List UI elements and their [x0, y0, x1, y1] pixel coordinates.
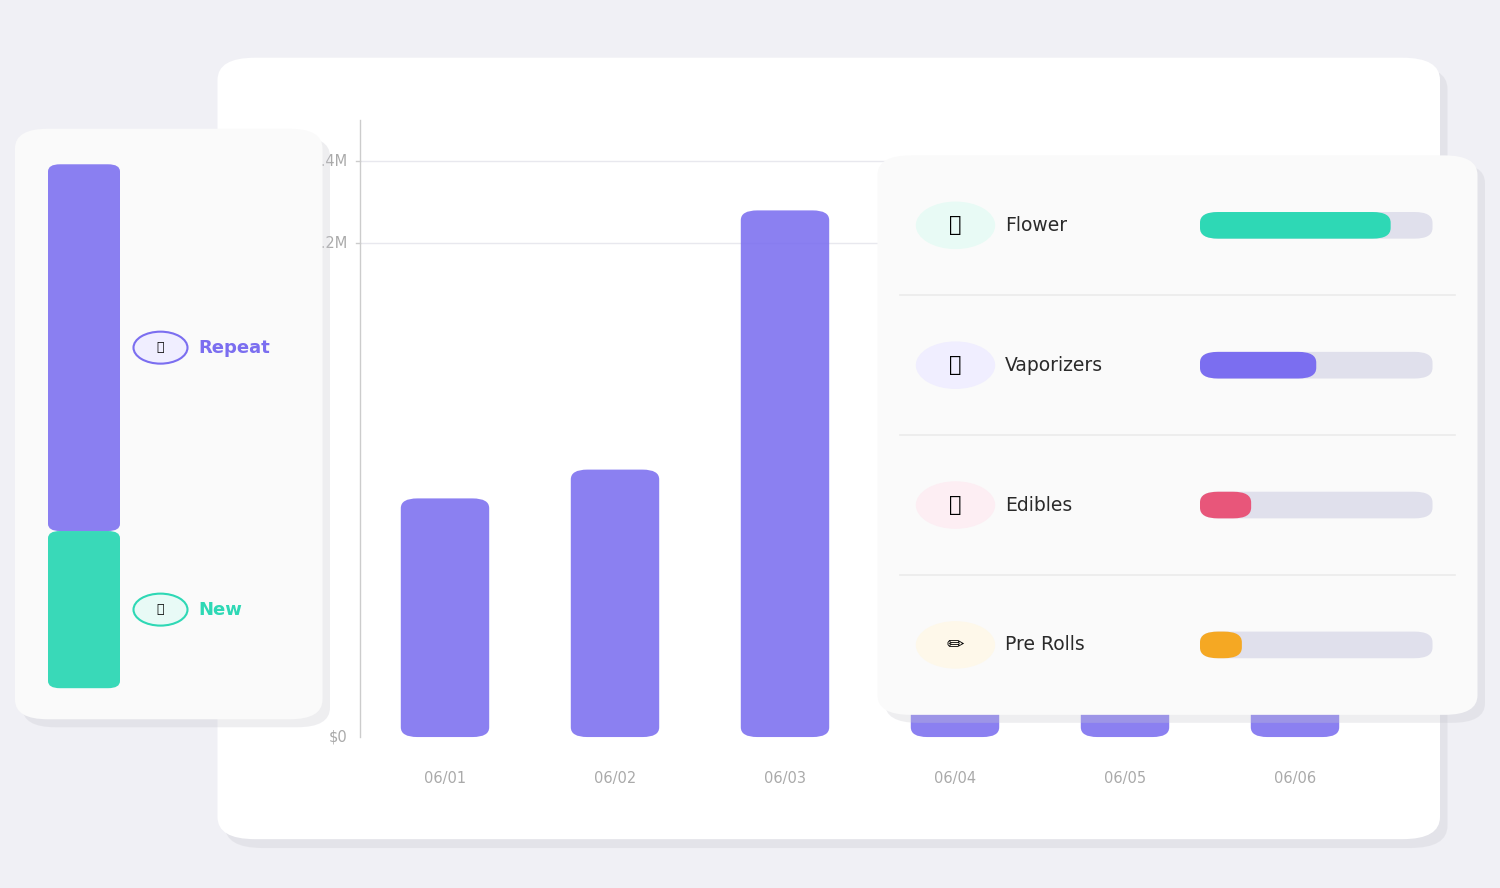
FancyBboxPatch shape	[217, 58, 1440, 839]
Text: 📦: 📦	[950, 495, 962, 515]
FancyBboxPatch shape	[48, 531, 120, 688]
FancyBboxPatch shape	[1200, 492, 1432, 519]
FancyBboxPatch shape	[1200, 492, 1251, 519]
Circle shape	[916, 622, 995, 668]
FancyBboxPatch shape	[572, 470, 658, 737]
Text: New: New	[198, 600, 242, 619]
Text: 06/04: 06/04	[934, 771, 976, 786]
FancyBboxPatch shape	[225, 67, 1448, 848]
FancyBboxPatch shape	[1200, 631, 1242, 658]
Text: 06/01: 06/01	[424, 771, 466, 786]
Text: 👤: 👤	[158, 603, 165, 616]
Text: 06/05: 06/05	[1104, 771, 1146, 786]
FancyBboxPatch shape	[1082, 622, 1168, 737]
FancyBboxPatch shape	[1200, 352, 1432, 378]
FancyBboxPatch shape	[1200, 212, 1432, 239]
Circle shape	[916, 202, 995, 249]
Text: $1.4M: $1.4M	[303, 154, 348, 169]
FancyBboxPatch shape	[910, 317, 999, 737]
Circle shape	[134, 332, 188, 364]
Text: $0: $0	[330, 730, 348, 744]
Text: Edibles: Edibles	[1005, 496, 1072, 514]
Text: 🌿: 🌿	[950, 215, 962, 235]
Text: Vaporizers: Vaporizers	[1005, 356, 1102, 375]
Text: Repeat: Repeat	[198, 338, 270, 357]
Circle shape	[134, 594, 188, 625]
Text: Flower: Flower	[1005, 216, 1066, 234]
Text: 06/02: 06/02	[594, 771, 636, 786]
FancyBboxPatch shape	[741, 210, 830, 737]
Text: Pre Rolls: Pre Rolls	[1005, 636, 1084, 654]
Text: 🖊: 🖊	[950, 355, 962, 376]
FancyBboxPatch shape	[400, 498, 489, 737]
FancyBboxPatch shape	[1200, 631, 1432, 658]
FancyBboxPatch shape	[1200, 352, 1317, 378]
Text: 👤: 👤	[158, 341, 165, 354]
FancyBboxPatch shape	[885, 163, 1485, 723]
FancyBboxPatch shape	[22, 137, 330, 727]
Circle shape	[916, 342, 995, 388]
FancyBboxPatch shape	[878, 155, 1478, 715]
FancyBboxPatch shape	[48, 164, 120, 531]
Text: ✏️: ✏️	[946, 635, 964, 655]
Text: $1.2M: $1.2M	[303, 236, 348, 250]
Text: 06/03: 06/03	[764, 771, 806, 786]
FancyBboxPatch shape	[1251, 581, 1340, 737]
Circle shape	[916, 482, 995, 528]
Text: 06/06: 06/06	[1274, 771, 1316, 786]
FancyBboxPatch shape	[1200, 212, 1390, 239]
FancyBboxPatch shape	[15, 129, 322, 719]
